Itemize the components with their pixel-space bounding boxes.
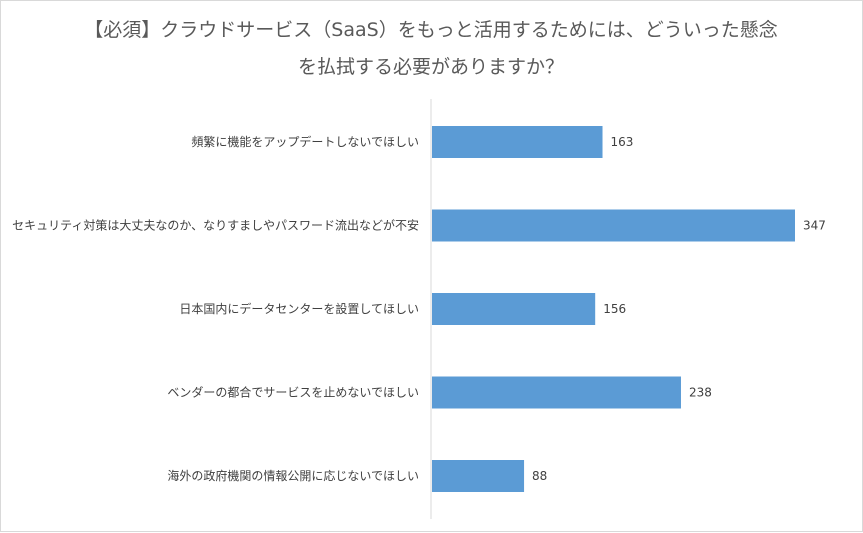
category-label-1: 頻繁に機能をアップデートしないでほしい: [191, 134, 419, 149]
bar-4: [432, 376, 681, 409]
value-label-2: 347: [803, 219, 826, 233]
category-label-5: 海外の政府機関の情報公開に応じないでほしい: [167, 468, 419, 483]
value-label-4: 238: [689, 386, 712, 400]
chart-title-line-1: 【必須】クラウドサービス（SaaS）をもっと活用するためには、どういった懸念: [84, 19, 778, 41]
bar-3: [432, 293, 596, 325]
category-label-3: 日本国内にデータセンターを設置してほしい: [179, 301, 419, 316]
category-label-2: セキュリティ対策は大丈夫なのか、なりすましやパスワード流出などが不安: [12, 218, 419, 233]
bar-5: [432, 460, 525, 492]
value-label-5: 88: [532, 469, 547, 483]
bar-2: [432, 209, 795, 242]
chart-title-line-2: を払拭する必要がありますか？: [297, 56, 564, 78]
category-label-4: ベンダーの都合でサービスを止めないでほしい: [167, 385, 419, 400]
value-label-1: 163: [611, 135, 634, 149]
bar-1: [432, 126, 603, 158]
value-label-3: 156: [603, 302, 626, 316]
